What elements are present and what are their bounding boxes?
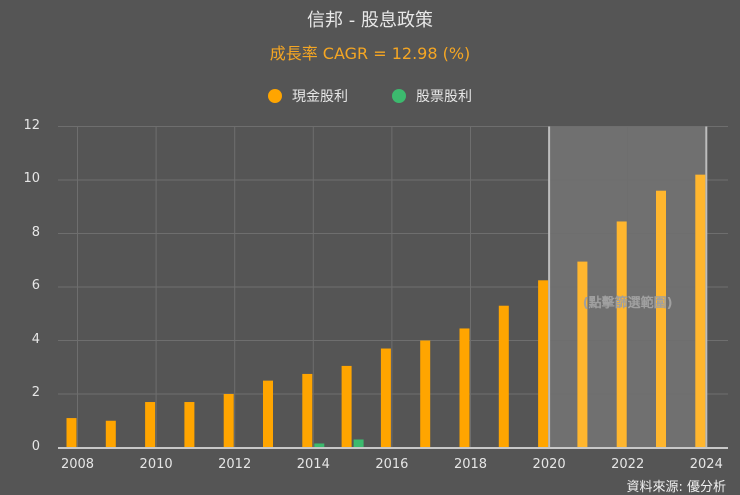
- x-tick-label: 2012: [218, 457, 252, 472]
- cash-dividend-bar[interactable]: [656, 190, 666, 448]
- cash-dividend-bar[interactable]: [420, 340, 431, 448]
- chart-title: 信邦 - 股息政策: [307, 10, 433, 31]
- legend-label: 股票股利: [416, 89, 472, 105]
- legend-item-cash-dividend[interactable]: 現金股利: [268, 86, 348, 106]
- cash-dividend-bar[interactable]: [695, 174, 706, 448]
- x-tick-label: 2020: [532, 457, 566, 472]
- legend-item-stock-dividend[interactable]: 股票股利: [392, 86, 472, 106]
- cash-dividend-bar[interactable]: [105, 420, 116, 448]
- stock-dividend-bar[interactable]: [353, 439, 364, 448]
- cash-dividend-bar[interactable]: [577, 261, 588, 448]
- cash-dividend-bar[interactable]: [263, 380, 273, 448]
- y-tick-label: 6: [31, 278, 40, 293]
- x-tick-label: 2008: [60, 457, 95, 472]
- y-tick-label: 10: [23, 171, 40, 186]
- stock-dividend-bar[interactable]: [314, 443, 325, 448]
- cash-dividend-bar[interactable]: [380, 348, 391, 448]
- y-tick-label: 12: [23, 117, 40, 133]
- x-tick-label: 2010: [139, 457, 173, 472]
- cash-dividend-bar[interactable]: [66, 418, 77, 448]
- cash-dividend-bar[interactable]: [145, 402, 156, 448]
- y-tick-label: 8: [31, 224, 40, 240]
- x-tick-label: 2016: [375, 457, 409, 472]
- cash-dividend-bar[interactable]: [459, 328, 470, 448]
- cash-dividend-bar[interactable]: [302, 373, 313, 448]
- x-tick-label: 2014: [296, 457, 330, 472]
- cash-dividend-bar[interactable]: [223, 394, 234, 448]
- legend-label: 現金股利: [292, 89, 348, 105]
- cash-dividend-bar[interactable]: [538, 280, 549, 448]
- cagr-subtitle: 成長率 CAGR = 12.98 (%): [269, 44, 471, 63]
- stock-dividend-dot-icon: [392, 89, 406, 103]
- x-tick-label: 2024: [689, 457, 723, 472]
- y-tick-label: 2: [31, 385, 40, 400]
- y-tick-label: 4: [31, 331, 40, 347]
- x-tick-label: 2022: [611, 457, 645, 472]
- cash-dividend-bar[interactable]: [616, 221, 627, 448]
- x-tick-label: 2018: [453, 457, 488, 472]
- data-source: 資料來源: 優分析: [626, 480, 726, 495]
- cash-dividend-bar[interactable]: [184, 402, 195, 448]
- cash-dividend-dot-icon: [268, 89, 282, 103]
- y-tick-label: 0: [31, 438, 40, 454]
- cash-dividend-bar[interactable]: [498, 305, 509, 448]
- legend: 現金股利 股票股利: [0, 86, 740, 106]
- selection-range-label[interactable]: (點擊篩選範圍): [582, 296, 673, 311]
- cash-dividend-bar[interactable]: [341, 365, 352, 448]
